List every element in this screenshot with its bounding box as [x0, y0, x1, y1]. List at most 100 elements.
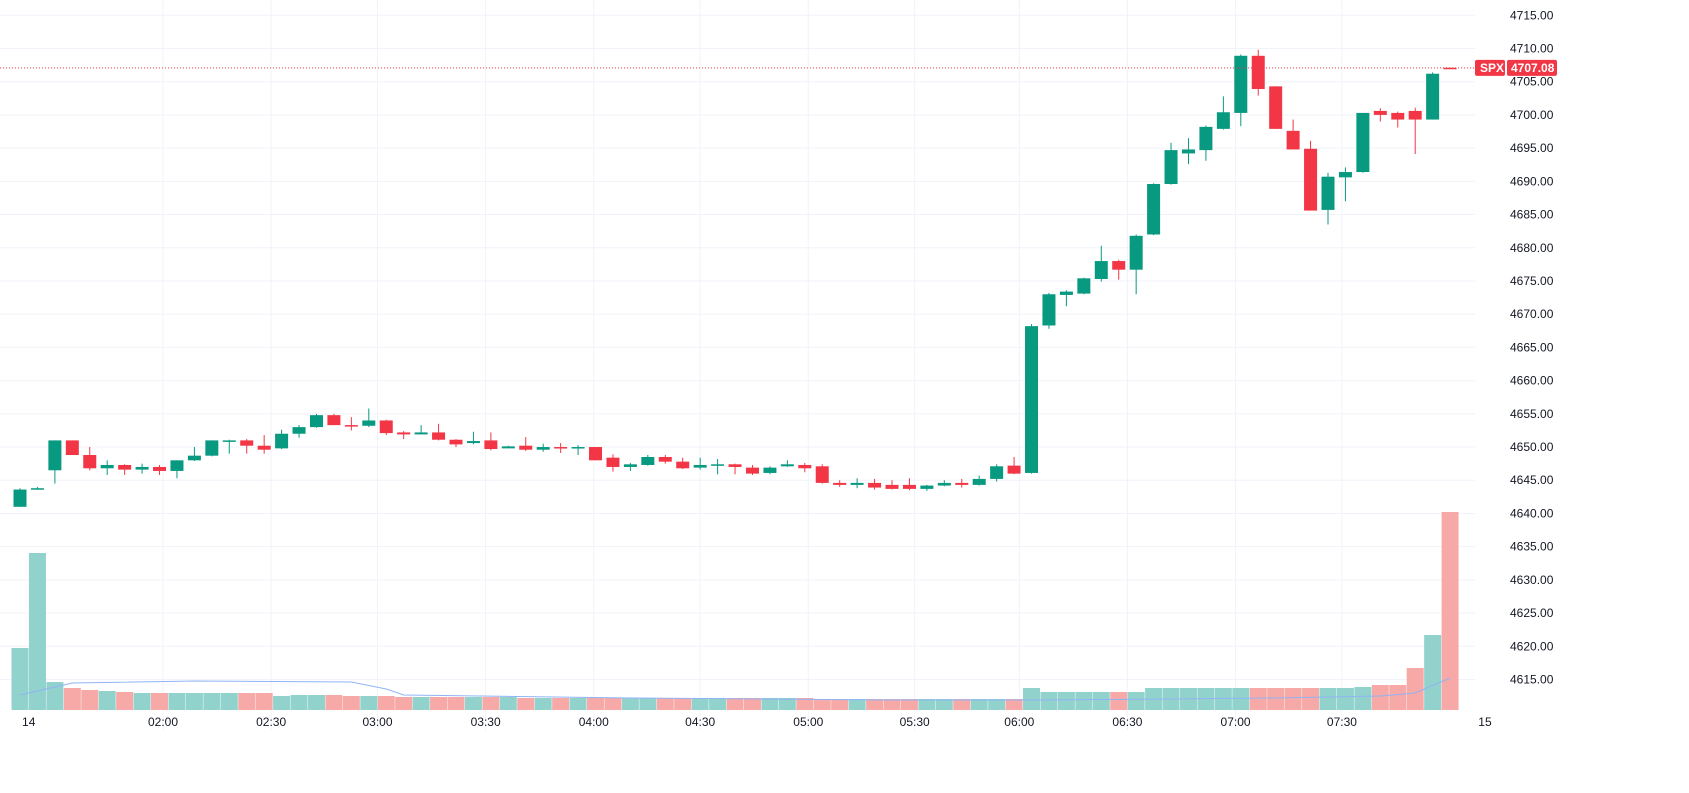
price-tick-label: 4615.00: [1510, 673, 1554, 687]
volume-bar: [151, 693, 169, 710]
price-tick-label: 4635.00: [1510, 540, 1554, 554]
volume-bar: [1267, 688, 1285, 710]
volume-bar: [866, 699, 884, 710]
candle-down: [798, 464, 812, 469]
volume-bar: [918, 699, 936, 710]
candle-up: [275, 433, 289, 449]
volume-bar: [569, 698, 587, 710]
volume-bar: [1092, 692, 1110, 710]
time-tick-label: 06:30: [1112, 715, 1142, 729]
candle-down: [728, 464, 742, 467]
volume-bar: [534, 698, 552, 710]
price-tick-label: 4675.00: [1510, 274, 1554, 288]
volume-bar: [900, 699, 918, 710]
time-tick-label: 14: [22, 715, 36, 729]
volume-bar: [1406, 668, 1424, 710]
candle-up: [1025, 326, 1039, 473]
candle-up: [937, 482, 951, 486]
volume-bar: [1005, 699, 1023, 710]
candle-down: [1251, 55, 1265, 90]
price-tick-label: 4645.00: [1510, 473, 1554, 487]
volume-bar: [255, 693, 273, 710]
volume-bar: [674, 698, 692, 710]
time-tick-label: 07:00: [1221, 715, 1251, 729]
volume-bar: [81, 690, 99, 710]
candle-up: [1094, 261, 1108, 279]
volume-bar: [988, 699, 1006, 710]
candle-up: [222, 440, 236, 442]
volume-bar: [761, 698, 779, 710]
volume-bar: [726, 698, 744, 710]
candle-down: [449, 439, 463, 445]
price-tick-label: 4715.00: [1510, 8, 1554, 22]
price-axis[interactable]: 4615.00 4620.00 4625.00 4630.00 4635.00 4640.…: [1510, 8, 1554, 686]
price-tick-label: 4640.00: [1510, 506, 1554, 520]
candle-down: [1373, 110, 1387, 115]
time-axis[interactable]: 14 02:00 02:30 03:00 03:30 04:00 04:30 05:00 05:…: [22, 715, 1492, 729]
candle-up: [292, 427, 306, 434]
candle-down: [1304, 148, 1318, 211]
volume-bar: [778, 698, 796, 710]
candle-up: [536, 447, 550, 450]
candle-up: [187, 455, 201, 461]
candle-down: [868, 482, 882, 488]
candle-down: [519, 445, 533, 450]
candle-up: [1181, 149, 1195, 154]
candle-up: [1216, 112, 1230, 129]
time-tick-label: 06:00: [1004, 715, 1034, 729]
price-tick-label: 4670.00: [1510, 307, 1554, 321]
time-tick-label: 03:00: [363, 715, 393, 729]
candle-down: [83, 455, 97, 469]
price-tick-label: 4630.00: [1510, 573, 1554, 587]
volume-bar: [1110, 692, 1128, 710]
volume-bar: [46, 682, 64, 710]
candle-up: [920, 485, 934, 489]
volume-bar: [709, 698, 727, 710]
candles: [13, 49, 1457, 507]
candle-up: [48, 440, 62, 471]
volume-bar: [1057, 692, 1075, 710]
price-tick-label: 4620.00: [1510, 639, 1554, 653]
volume-bar: [377, 696, 395, 710]
candle-up: [1321, 176, 1335, 210]
candle-down: [432, 432, 446, 440]
candle-down: [484, 440, 498, 450]
candle-down: [955, 482, 969, 485]
candle-down: [379, 420, 393, 434]
candle-up: [309, 415, 323, 428]
candle-up: [1356, 112, 1370, 173]
candle-up: [972, 478, 986, 485]
volume-bar: [1441, 512, 1459, 710]
volume-bar: [28, 553, 46, 710]
time-tick-label: 07:30: [1327, 715, 1357, 729]
volume-bar: [203, 693, 221, 710]
price-tick-label: 4625.00: [1510, 606, 1554, 620]
volume-bar: [412, 697, 430, 710]
candle-down: [65, 440, 79, 456]
volume-bar: [395, 697, 413, 710]
volume-bar: [499, 697, 517, 710]
candle-up: [13, 489, 27, 507]
candle-up: [571, 447, 585, 449]
volume-bar: [185, 693, 203, 710]
candle-up: [1338, 172, 1352, 178]
candle-down: [589, 447, 603, 461]
candle-down: [397, 432, 411, 435]
volume-bar: [517, 698, 535, 710]
volume-bar: [1075, 692, 1093, 710]
candle-up: [1077, 278, 1091, 294]
volume-bar: [604, 698, 622, 710]
volume-bar: [482, 697, 500, 710]
price-tick-label: 4695.00: [1510, 141, 1554, 155]
volume-bar: [1302, 688, 1320, 710]
price-tick-label: 4680.00: [1510, 241, 1554, 255]
volume-bar: [430, 697, 448, 710]
candle-down: [676, 461, 690, 469]
volume-bars: [11, 512, 1459, 710]
candle-down: [1391, 112, 1405, 120]
last-price-badge: SPX 4707.08: [1475, 59, 1557, 76]
volume-bar: [220, 693, 238, 710]
price-tick-label: 4655.00: [1510, 407, 1554, 421]
volume-bar: [1127, 692, 1145, 710]
